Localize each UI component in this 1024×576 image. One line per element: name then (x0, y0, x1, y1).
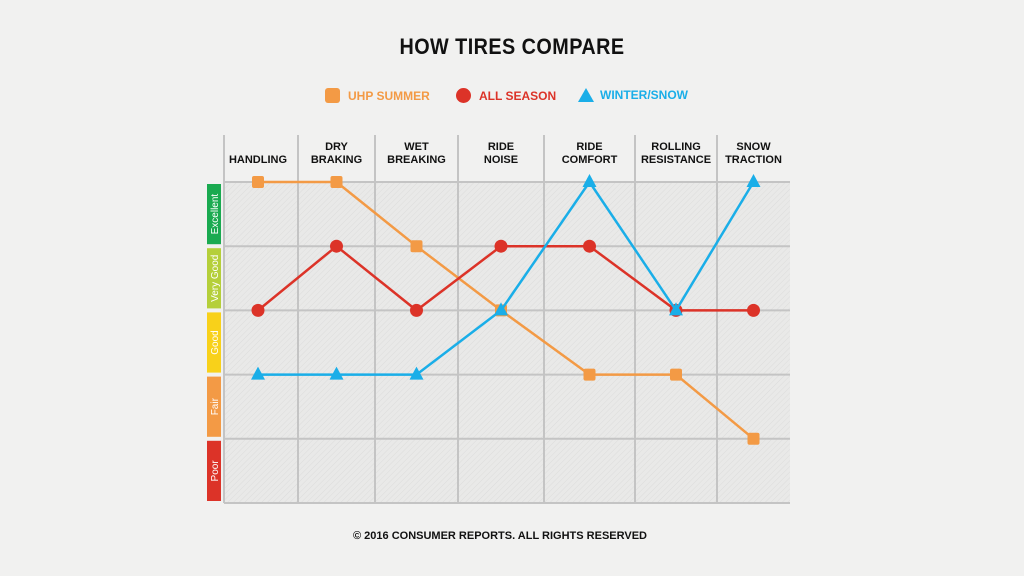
legend-label: ALL SEASON (479, 88, 557, 103)
legend-winter-snow: WINTER/SNOW (578, 88, 688, 102)
data-point-square (330, 176, 343, 188)
category-label: RIDE NOISE (484, 141, 518, 166)
data-point-circle (410, 303, 423, 317)
data-point-triangle (494, 302, 508, 316)
rating-label: Good (210, 330, 221, 354)
data-point-triangle (669, 302, 683, 316)
data-point-circle (251, 303, 265, 317)
copyright-footer: © 2016 CONSUMER REPORTS. ALL RIGHTS RESE… (353, 530, 647, 542)
data-point-triangle (251, 366, 265, 380)
category-label: ROLLING RESISTANCE (641, 141, 711, 166)
data-point-triangle (409, 366, 424, 380)
circle-marker-icon (456, 88, 471, 103)
category-label: WET BREAKING (387, 141, 446, 166)
rating-label: Poor (210, 460, 221, 482)
data-point-square (583, 368, 596, 381)
rating-label: Very Good (210, 255, 221, 302)
data-point-circle (747, 303, 760, 317)
rating-band-good (207, 312, 221, 373)
data-point-circle (583, 239, 596, 253)
data-point-circle (330, 239, 343, 253)
rating-band-excellent (207, 184, 221, 245)
rating-label: Excellent (210, 194, 221, 235)
data-point-triangle (582, 174, 597, 187)
category-label: DRY BRAKING (311, 141, 362, 166)
data-point-triangle (746, 174, 761, 187)
legend-label: WINTER/SNOW (600, 88, 688, 102)
legend-label: UHP SUMMER (348, 88, 430, 103)
data-point-square (252, 176, 264, 188)
rating-band-fair (207, 376, 221, 437)
chart-title: HOW TIRES COMPARE (399, 34, 625, 59)
category-label: SNOW TRACTION (725, 141, 782, 166)
data-point-circle (494, 239, 508, 253)
square-marker-icon (325, 88, 340, 103)
data-point-triangle (329, 366, 344, 380)
data-point-square (747, 432, 760, 445)
plot-area (224, 182, 790, 503)
data-point-square (410, 240, 423, 253)
category-label: HANDLING (229, 154, 287, 166)
rating-label: Fair (210, 397, 221, 415)
rating-band-poor (207, 440, 221, 501)
data-point-square (670, 368, 682, 381)
category-label: RIDE COMFORT (562, 141, 618, 166)
triangle-marker-icon (578, 88, 594, 102)
legend-uhp-summer: UHP SUMMER (325, 88, 430, 103)
legend-all-season: ALL SEASON (456, 88, 556, 103)
rating-band-very-good (207, 248, 221, 309)
